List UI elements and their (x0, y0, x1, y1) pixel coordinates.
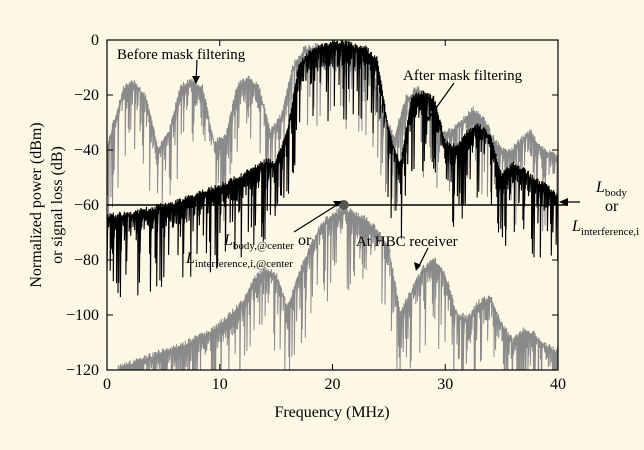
y-tick-label: −120 (66, 362, 99, 379)
linterf-sub: interference,i (581, 226, 639, 238)
annotation-lbody: Lbody (595, 179, 627, 199)
lbody-sub: body (605, 187, 628, 199)
annotation-after: After mask filtering (403, 68, 523, 84)
series-after-mask (107, 40, 558, 298)
annotation-lcenter2: Linterference,i,@center (185, 250, 293, 270)
lcenter2-main: L (185, 250, 195, 267)
y-tick-label: −80 (74, 252, 99, 269)
arrowheads (192, 76, 568, 271)
x-tick-label: 20 (325, 376, 341, 393)
annotation-or-right: or (605, 198, 619, 215)
y-tick-label: −40 (74, 142, 99, 159)
annotation-before: Before mask filtering (117, 47, 246, 63)
series-layer (107, 40, 558, 370)
x-axis-label: Frequency (MHz) (274, 404, 389, 421)
arrowhead-hbc (414, 262, 421, 271)
x-tick-label: 10 (212, 376, 228, 393)
arrowhead-after (424, 114, 431, 124)
y-axis-label-line2: or signal loss (dB) (49, 146, 66, 264)
x-tick-label: 30 (437, 376, 453, 393)
arrow-lcenter (293, 202, 341, 233)
ticks-layer: 0 10 20 30 40 0 −20 −40 −60 −80 −100 −120 (66, 32, 566, 393)
marker-point (338, 200, 349, 210)
arrowhead-before (192, 76, 200, 84)
lcenter-sub: body,@center (233, 240, 294, 252)
lcenter-or: or (294, 232, 312, 249)
annotation-lcenter: Lbody,@center or (223, 232, 312, 252)
x-tick-label: 40 (550, 376, 566, 393)
arrowhead-lbody (559, 198, 568, 206)
lcenter2-sub: interference,i,@center (195, 258, 293, 270)
lcenter-main: L (223, 232, 233, 249)
series-hbc-receiver (117, 207, 558, 370)
annotation-hbc: At HBC receiver (356, 234, 458, 250)
annotation-linterf: Linterference,i (571, 218, 639, 238)
y-tick-label: −100 (66, 307, 99, 324)
arrowhead-lcenter (333, 201, 342, 207)
linterf-main: L (571, 218, 581, 235)
y-tick-label: −20 (74, 87, 99, 104)
y-axis-label-line1: Normalized power (dBm) (28, 122, 45, 287)
y-tick-label: 0 (91, 32, 99, 49)
arrow-after (425, 82, 455, 123)
x-tick-label: 0 (103, 376, 111, 393)
y-tick-label: −60 (74, 197, 99, 214)
lbody-main: L (595, 179, 605, 196)
